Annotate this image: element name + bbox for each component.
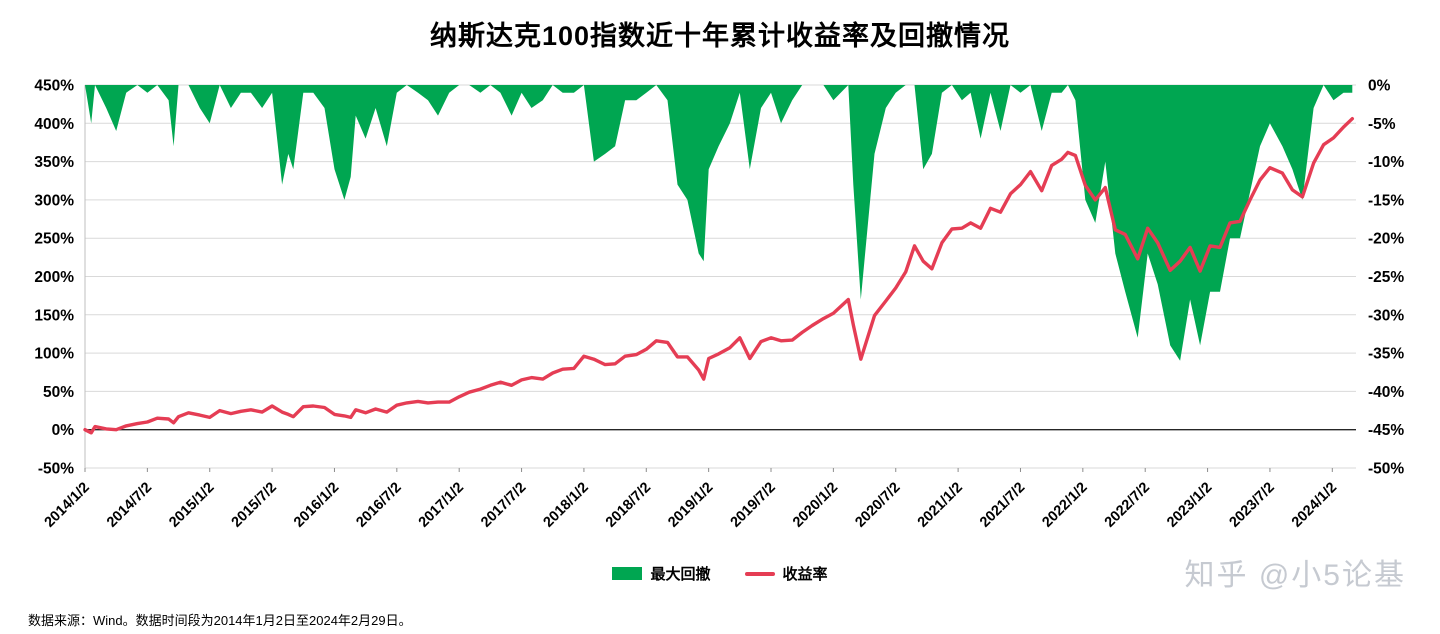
left-axis-tick-label: 250% bbox=[34, 231, 74, 248]
left-axis-tick-label: 400% bbox=[34, 116, 74, 133]
page-title: 纳斯达克100指数近十年累计收益率及回撤情况 bbox=[429, 21, 1011, 51]
x-axis-tick-label: 2018/1/2 bbox=[541, 480, 592, 531]
x-axis-tick-label: 2021/1/2 bbox=[915, 480, 966, 531]
x-axis-tick-label: 2016/1/2 bbox=[291, 480, 342, 531]
x-axis-tick-label: 2020/7/2 bbox=[852, 480, 903, 531]
right-axis-tick-label: 0% bbox=[1368, 78, 1391, 95]
legend-item-return: 收益率 bbox=[744, 563, 828, 584]
x-axis-tick-label: 2014/7/2 bbox=[104, 480, 155, 531]
x-axis-tick-label: 2015/7/2 bbox=[229, 480, 280, 531]
x-axis-tick-label: 2014/1/2 bbox=[42, 480, 93, 531]
legend-label-return: 收益率 bbox=[782, 566, 828, 583]
right-axis-tick-label: -10% bbox=[1368, 154, 1404, 171]
right-axis-tick-label: -20% bbox=[1368, 231, 1404, 248]
chart-canvas: 450% 400% 350% 300% 250% 200% 150% 100% 50% 0% -50… bbox=[34, 78, 1404, 531]
x-axis-tick-label: 2018/7/2 bbox=[603, 480, 654, 531]
right-axis-tick-label: -35% bbox=[1368, 346, 1404, 363]
right-axis-tick-label: -5% bbox=[1368, 116, 1396, 133]
right-axis-tick-label: -45% bbox=[1368, 422, 1404, 439]
chart-legend: 最大回撤 收益率 bbox=[0, 563, 1440, 584]
return-swatch-icon bbox=[744, 571, 775, 576]
legend-item-drawdown: 最大回撤 bbox=[612, 563, 711, 584]
x-axis-tick-label: 2021/7/2 bbox=[977, 480, 1028, 531]
x-axis-tick-label: 2020/1/2 bbox=[790, 480, 841, 531]
legend-label-drawdown: 最大回撤 bbox=[650, 566, 711, 583]
right-axis-tick-label: -15% bbox=[1368, 192, 1404, 209]
watermark: 知乎 @小5论基 bbox=[1184, 559, 1406, 592]
x-axis-tick-label: 2019/1/2 bbox=[665, 480, 716, 531]
left-axis-tick-label: 100% bbox=[34, 346, 74, 363]
x-axis-tick-label: 2023/7/2 bbox=[1227, 480, 1278, 531]
x-axis-tick-label: 2016/7/2 bbox=[353, 480, 404, 531]
right-axis-tick-label: -40% bbox=[1368, 384, 1404, 401]
left-axis-tick-label: 450% bbox=[34, 78, 74, 95]
x-axis-tick-label: 2024/1/2 bbox=[1289, 480, 1340, 531]
left-axis-tick-label: 300% bbox=[34, 192, 74, 209]
left-axis-tick-label: 50% bbox=[43, 384, 74, 401]
left-axis-tick-label: 0% bbox=[52, 422, 75, 439]
left-axis-tick-label: 350% bbox=[34, 154, 74, 171]
x-axis-tick-label: 2022/1/2 bbox=[1039, 480, 1090, 531]
right-axis-tick-label: -30% bbox=[1368, 307, 1404, 324]
x-axis-tick-label: 2017/1/2 bbox=[416, 480, 467, 531]
drawdown-area bbox=[85, 85, 1353, 361]
left-axis-tick-label: -50% bbox=[38, 461, 74, 478]
x-axis-tick-label: 2017/7/2 bbox=[478, 480, 529, 531]
x-axis-tick-label: 2023/1/2 bbox=[1164, 480, 1215, 531]
drawdown-swatch-icon bbox=[612, 567, 643, 580]
right-axis-tick-label: -50% bbox=[1368, 461, 1404, 478]
x-axis-tick-label: 2015/1/2 bbox=[166, 480, 217, 531]
data-source-note: 数据来源：Wind。数据时间段为2014年1月2日至2024年2月29日。 bbox=[28, 613, 412, 628]
x-axis-tick-label: 2019/7/2 bbox=[728, 480, 779, 531]
left-axis-tick-label: 150% bbox=[34, 307, 74, 324]
right-axis-tick-label: -25% bbox=[1368, 269, 1404, 286]
return-line bbox=[83, 117, 1354, 435]
x-axis-tick-label: 2022/7/2 bbox=[1102, 480, 1153, 531]
left-axis-tick-label: 200% bbox=[34, 269, 74, 286]
